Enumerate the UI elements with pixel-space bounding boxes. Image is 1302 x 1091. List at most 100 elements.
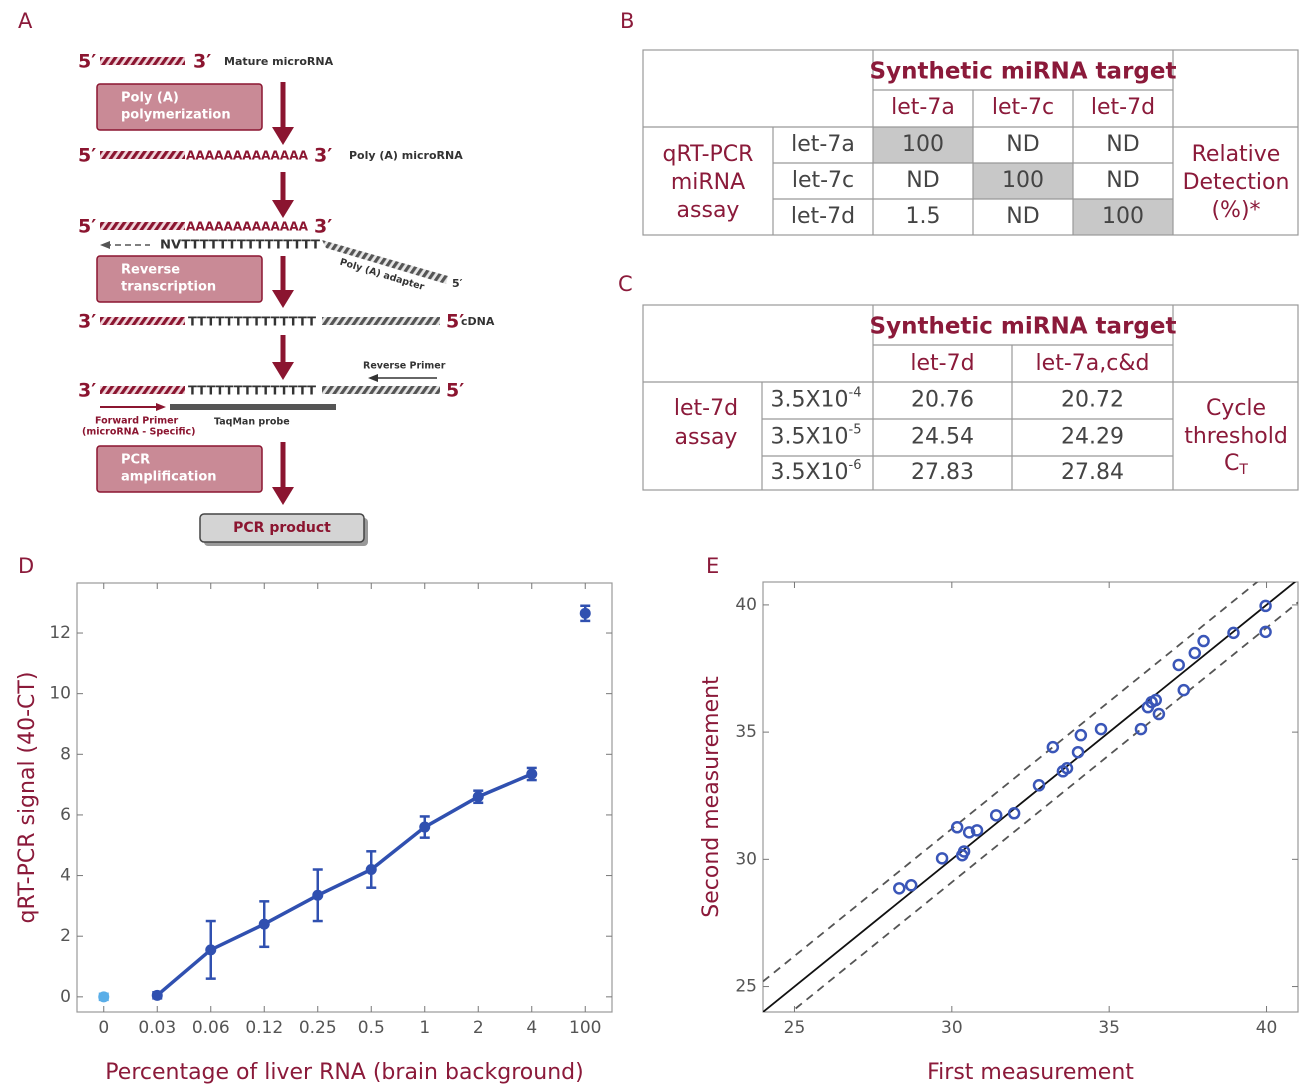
diagram-label: TaqMan probe	[214, 417, 290, 428]
diagram-label: 5′	[78, 51, 96, 73]
series-line	[156, 772, 533, 997]
data-point	[312, 889, 324, 901]
rt-arrowhead	[100, 241, 110, 249]
process-box	[96, 83, 263, 131]
data-point	[970, 824, 984, 837]
table-cell: 24.54	[911, 425, 974, 450]
y-axis-label: Second measurement	[699, 676, 724, 918]
data-point	[1177, 683, 1191, 697]
data-point	[1259, 599, 1272, 613]
data-point	[1046, 740, 1060, 754]
table-cell: 100	[902, 132, 944, 157]
data-point	[258, 918, 270, 930]
arrow-head	[272, 290, 294, 308]
x-tick-label: 2	[473, 1018, 484, 1038]
data-point	[935, 852, 949, 865]
diagram-label: cDNA	[461, 315, 495, 328]
arrow-head	[272, 200, 294, 218]
product-box	[199, 513, 365, 543]
x-tick-label: 100	[569, 1018, 601, 1038]
x-tick-label: 30	[941, 1018, 963, 1038]
taqman-probe	[170, 404, 336, 410]
side-label: threshold	[1184, 424, 1288, 449]
column-header: let-7c	[992, 95, 1054, 120]
x-axis-label: Percentage of liver RNA (brain backgroun…	[105, 1060, 583, 1085]
y-tick-label: 0	[60, 987, 71, 1007]
table-cell: ND	[906, 168, 939, 193]
strand	[100, 57, 185, 65]
diagram-label: AAAAAAAAAAAAA	[186, 220, 309, 234]
panel-label: E	[706, 554, 719, 578]
x-tick-label: 4	[526, 1018, 537, 1038]
x-tick-label: 0.25	[299, 1018, 337, 1038]
symbol-sub: T	[1238, 462, 1248, 478]
diagram-label: Reverse Primer	[363, 361, 446, 372]
identity-line	[763, 582, 1297, 1012]
y-tick-label: 8	[60, 744, 71, 764]
table-frame	[642, 304, 1299, 491]
reverse-primer-head	[368, 374, 378, 382]
diagram-label: (microRNA - Specific)	[82, 427, 196, 438]
data-point	[472, 791, 484, 803]
x-tick-label: 35	[1098, 1018, 1120, 1038]
table-header: Synthetic miRNA target	[870, 59, 1177, 85]
data-point	[1007, 807, 1021, 820]
strand	[322, 386, 440, 394]
table-c: Synthetic miRNA target let-7d let-7a,c&d le…	[642, 304, 1299, 491]
product-label: PCR product	[233, 520, 331, 536]
diagram-label: Mature microRNA	[224, 55, 334, 68]
row-label: let-7a	[791, 132, 855, 157]
process-label: Poly (A)	[121, 91, 179, 106]
row-label: let-7d	[791, 204, 855, 229]
diagram-label: 3′	[78, 380, 96, 402]
diagram-label: 3′	[314, 145, 332, 167]
data-point	[1094, 722, 1108, 736]
y-tick-label: 35	[735, 722, 757, 742]
x-tick-label: 25	[784, 1018, 806, 1038]
adapter	[322, 240, 448, 284]
process-label: amplification	[121, 470, 217, 485]
y-axis-label: qRT-PCR signal (40-CT)	[15, 672, 40, 924]
symbol-base: C	[1224, 451, 1239, 476]
y-tick-label: 4	[60, 866, 71, 886]
x-tick-label: 1	[419, 1018, 430, 1038]
row-label: 3.5X10-6	[770, 458, 861, 486]
strand	[100, 151, 185, 159]
strand	[100, 317, 185, 325]
row-group-label: assay	[677, 198, 740, 223]
data-point	[419, 821, 431, 833]
y-tick-label: 6	[60, 805, 71, 825]
diagram-label: 5′	[78, 145, 96, 167]
row-label: 3.5X10-4	[770, 385, 861, 413]
x-tick-label: 0.5	[358, 1018, 385, 1038]
row-label-base: 3.5X10	[770, 388, 848, 413]
tolerance-line	[763, 582, 1259, 983]
process-label: PCR	[121, 453, 150, 468]
diagram-label: Poly (A) microRNA	[349, 149, 463, 162]
row-group-label: assay	[675, 425, 738, 450]
diagram-label: Forward Primer	[95, 416, 179, 427]
data-point	[989, 809, 1003, 822]
side-label: (%)*	[1211, 198, 1260, 223]
y-tick-label: 10	[49, 684, 71, 704]
diagram: 5′ 3′ Mature microRNA 5′ AAAAAAAAAAAAA 3′ Poly…	[78, 51, 495, 546]
table-cell: 20.76	[911, 388, 974, 413]
data-point	[579, 607, 591, 619]
data-point	[893, 882, 906, 895]
row-label-base: 3.5X10	[770, 425, 848, 450]
diagram-label: 5′	[452, 277, 463, 290]
process-label: polymerization	[121, 108, 231, 123]
data-point	[1032, 779, 1046, 792]
x-tick-label: 0.12	[245, 1018, 283, 1038]
table-cell: 27.84	[1061, 460, 1124, 485]
process-box	[96, 255, 263, 303]
data-point	[1197, 634, 1210, 648]
y-tick-label: 30	[735, 849, 757, 869]
x-tick-label: 0.06	[192, 1018, 230, 1038]
panel-label: D	[18, 554, 34, 578]
data-point	[365, 864, 377, 876]
data-point	[904, 879, 918, 892]
data-point	[1060, 761, 1074, 775]
row-label-exp: -4	[849, 385, 862, 400]
